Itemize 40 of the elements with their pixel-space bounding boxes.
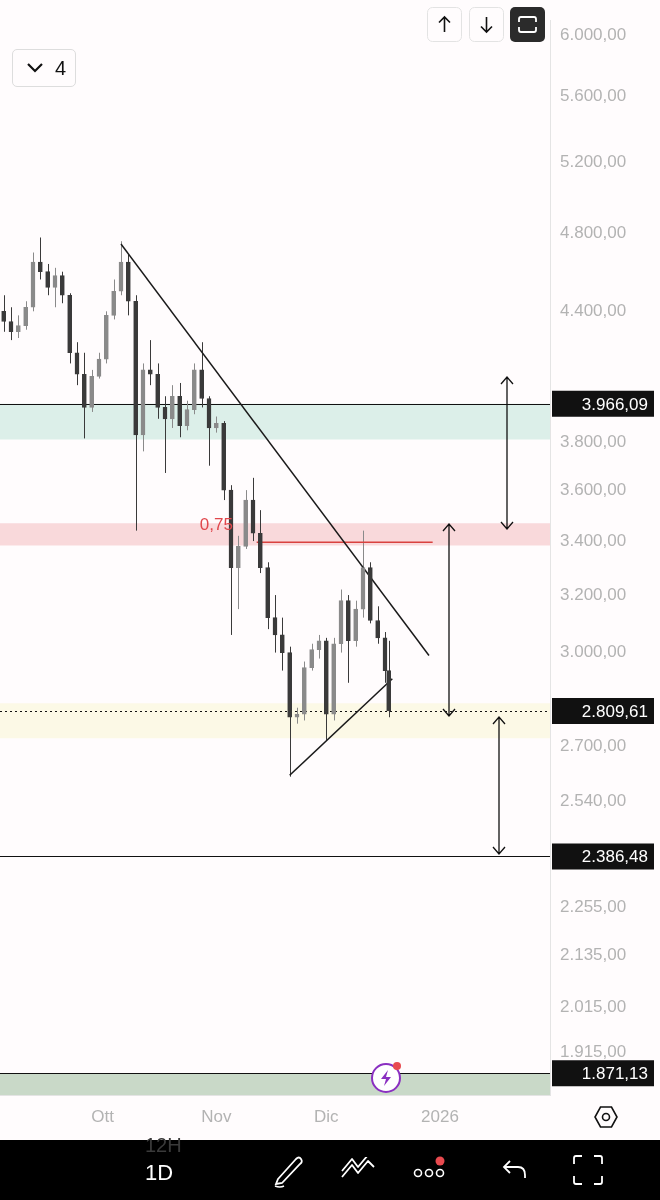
candlestick [236, 535, 241, 610]
candlestick [375, 605, 380, 645]
ref-line-label: 1.871,13 [581, 1063, 648, 1083]
candlestick [60, 271, 65, 304]
y-tick-label: 1.915,00 [560, 1042, 627, 1062]
x-tick-label: Nov [201, 1106, 232, 1126]
y-tick-label: 5.600,00 [560, 86, 627, 106]
y-tick-label: 4.800,00 [560, 223, 627, 243]
y-tick-label: 2.255,00 [560, 896, 627, 916]
candlestick [148, 339, 153, 386]
candlestick [23, 300, 28, 331]
y-tick-label: 4.400,00 [560, 300, 627, 320]
text: 1D [145, 1160, 174, 1186]
candlestick [38, 236, 43, 280]
candlestick [1, 294, 6, 333]
y-tick-label: 3.000,00 [560, 642, 627, 662]
y-tick-label: 2.540,00 [560, 790, 627, 810]
y-tick-label: 3.200,00 [560, 584, 627, 604]
candlestick [280, 617, 285, 672]
y-tick-label: 5.200,00 [560, 152, 627, 172]
y-tick-label: 2.135,00 [560, 945, 627, 965]
y-tick-label: 3.400,00 [560, 530, 627, 550]
ref-line-label: 2.809,61 [581, 701, 648, 721]
y-tick-label: 2.700,00 [560, 736, 627, 756]
candlestick [309, 643, 314, 672]
text: 12H [145, 1134, 182, 1157]
candlestick [16, 314, 21, 339]
candlestick [170, 384, 175, 429]
ref-line-label: 3.966,09 [581, 394, 648, 414]
y-tick-label: 3.600,00 [560, 479, 627, 499]
candlestick [45, 263, 50, 296]
x-tick-label: Ott [91, 1106, 115, 1126]
y-tick-label: 3.800,00 [560, 431, 627, 451]
annotation: 4 [55, 56, 67, 80]
y-tick-label: 6.000,00 [560, 24, 627, 44]
candlestick [111, 278, 116, 320]
ref-line-label: 2.386,48 [581, 847, 648, 867]
x-tick-label: 2026 [421, 1106, 459, 1126]
x-tick-label: Dic [314, 1106, 340, 1126]
y-tick-label: 2.015,00 [560, 996, 627, 1016]
